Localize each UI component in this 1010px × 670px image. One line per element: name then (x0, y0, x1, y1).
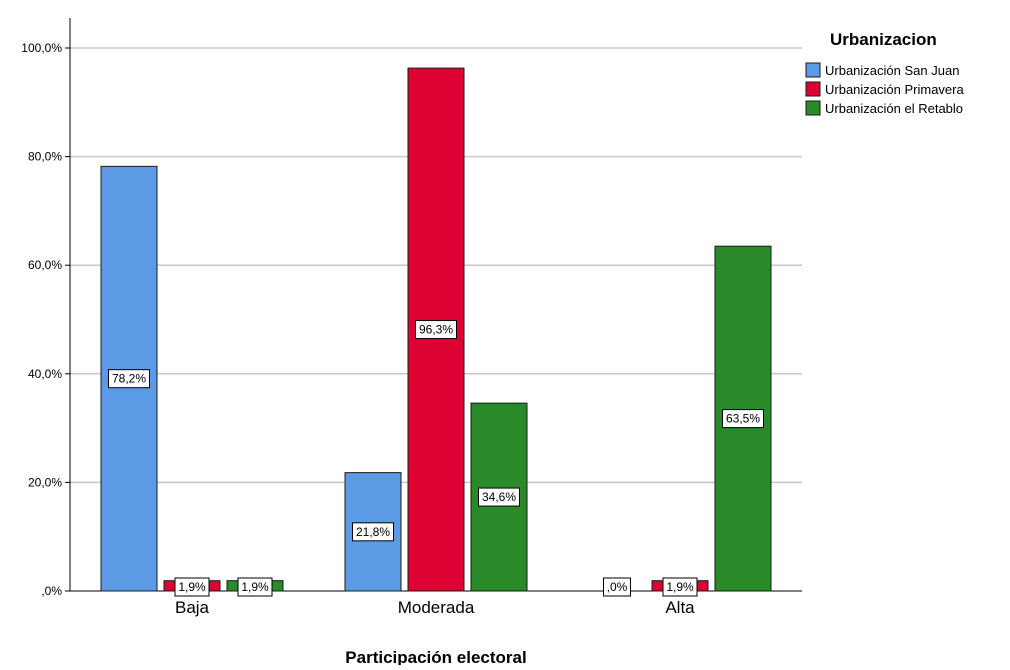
data-label-box (603, 577, 631, 597)
data-label: 96,3% (419, 323, 453, 337)
y-tick-label: ,0% (41, 584, 62, 598)
y-tick-label: 80,0% (28, 150, 62, 164)
y-tick-label: 20,0% (28, 475, 62, 489)
data-label: 34,6% (482, 490, 516, 504)
data-label-box (174, 577, 210, 597)
x-axis-title: Participación electoral (345, 648, 526, 665)
x-tick-label: Baja (175, 598, 210, 617)
y-tick-label: 60,0% (28, 258, 62, 272)
legend-entry: Urbanización Primavera (825, 82, 964, 97)
legend-swatch (805, 62, 821, 78)
data-label: 63,5% (726, 412, 760, 426)
data-label-box (237, 577, 273, 597)
data-labels: 78,2% 1,9% 1,9% 21,8% 96,3% 34,6% ,0% 1,9% 63,5% (108, 320, 764, 597)
data-label: 1,9% (241, 580, 269, 594)
data-label-box (415, 320, 457, 340)
x-tick-label: Moderada (398, 598, 475, 617)
data-label-box (352, 522, 394, 542)
data-label: 1,9% (178, 580, 206, 594)
legend-entry: Urbanización San Juan (825, 63, 959, 78)
y-tick-label: 100,0% (21, 41, 62, 55)
y-tick-label: 40,0% (28, 367, 62, 381)
data-label-box (662, 577, 698, 597)
data-label-box (722, 409, 764, 429)
legend-entry: Urbanización el Retablo (825, 101, 963, 116)
data-label-box (108, 369, 150, 389)
data-label: ,0% (607, 580, 628, 594)
x-tick-label: Alta (665, 598, 695, 617)
legend-swatch (805, 81, 821, 97)
legend-title: Urbanizacion (830, 30, 937, 49)
data-label-box (478, 487, 520, 507)
data-label: 21,8% (356, 525, 390, 539)
legend: Urbanizacion Urbanización San Juan Urbani… (805, 30, 964, 116)
legend-swatch (805, 100, 821, 116)
data-label: 78,2% (112, 372, 146, 386)
data-label: 1,9% (666, 580, 694, 594)
